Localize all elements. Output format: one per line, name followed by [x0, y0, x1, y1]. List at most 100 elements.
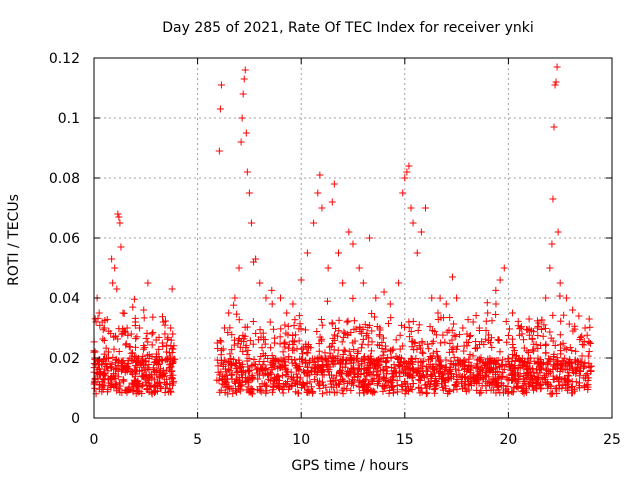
noise-point: [116, 388, 124, 396]
noise-point: [523, 347, 531, 355]
noise-point: [104, 367, 112, 375]
noise-point: [454, 342, 462, 350]
noise-point: [302, 359, 310, 367]
noise-point: [392, 352, 400, 360]
noise-point: [303, 388, 311, 396]
noise-point: [329, 358, 337, 366]
noise-point: [262, 381, 270, 389]
noise-point: [348, 364, 356, 372]
noise-point: [578, 332, 586, 340]
noise-point: [164, 388, 172, 396]
noise-point: [550, 376, 558, 384]
noise-point: [161, 330, 169, 338]
noise-point: [319, 378, 327, 386]
noise-point: [281, 321, 289, 329]
noise-point: [347, 386, 355, 394]
noise-point: [433, 347, 441, 355]
noise-point: [530, 328, 538, 336]
noise-point: [122, 340, 130, 348]
noise-point: [556, 331, 564, 339]
noise-point: [244, 363, 252, 371]
noise-point: [302, 326, 310, 334]
data-point: [136, 324, 144, 332]
x-tick-label: 0: [90, 432, 99, 448]
noise-point: [455, 356, 463, 364]
data-point: [148, 330, 156, 338]
noise-point: [486, 367, 494, 375]
noise-point: [376, 373, 384, 381]
data-point: [117, 243, 125, 251]
data-point: [163, 348, 171, 356]
noise-point: [452, 360, 460, 368]
noise-point: [347, 354, 355, 362]
noise-point: [258, 344, 266, 352]
noise-point: [508, 376, 516, 384]
noise-point: [313, 328, 321, 336]
noise-point: [112, 380, 120, 388]
noise-point: [395, 369, 403, 377]
noise-point: [278, 386, 286, 394]
data-point: [276, 294, 284, 302]
noise-point: [243, 357, 251, 365]
noise-point: [340, 346, 348, 354]
noise-point: [463, 338, 471, 346]
noise-point: [366, 380, 374, 388]
noise-point: [328, 383, 336, 391]
noise-point: [466, 331, 474, 339]
noise-point: [118, 330, 126, 338]
noise-point: [329, 378, 337, 386]
noise-point: [149, 313, 157, 321]
x-tick-label: 25: [603, 432, 621, 448]
data-point: [95, 309, 103, 317]
noise-point: [370, 374, 378, 382]
noise-point: [98, 360, 106, 368]
noise-point: [358, 340, 366, 348]
data-point: [310, 219, 318, 227]
noise-point: [432, 331, 440, 339]
noise-point: [403, 380, 411, 388]
data-point: [409, 219, 417, 227]
noise-point: [536, 369, 544, 377]
data-point: [231, 294, 239, 302]
noise-point: [159, 366, 167, 374]
noise-point: [534, 332, 542, 340]
noise-point: [91, 384, 99, 392]
noise-point: [435, 356, 443, 364]
noise-point: [107, 382, 115, 390]
data-point: [316, 171, 324, 179]
noise-point: [501, 387, 509, 395]
noise-point: [102, 359, 110, 367]
noise-point: [111, 375, 119, 383]
noise-point: [508, 335, 516, 343]
noise-point: [364, 386, 372, 394]
noise-point: [388, 346, 396, 354]
noise-point: [326, 349, 334, 357]
noise-point: [413, 345, 421, 353]
noise-point: [99, 326, 107, 334]
noise-point: [441, 365, 449, 373]
noise-point: [124, 331, 132, 339]
noise-point: [572, 347, 580, 355]
noise-point: [380, 334, 388, 342]
noise-point: [423, 340, 431, 348]
noise-point: [219, 345, 227, 353]
noise-point: [355, 361, 363, 369]
noise-point: [511, 347, 519, 355]
noise-point: [561, 376, 569, 384]
noise-point: [499, 372, 507, 380]
noise-point: [149, 329, 157, 337]
data-point: [252, 255, 260, 263]
data-point: [552, 78, 560, 86]
noise-point: [416, 376, 424, 384]
noise-point: [460, 357, 468, 365]
noise-point: [489, 375, 497, 383]
noise-point: [419, 349, 427, 357]
noise-point: [345, 378, 353, 386]
noise-point: [328, 319, 336, 327]
noise-point: [342, 370, 350, 378]
noise-point: [94, 357, 102, 365]
noise-point: [298, 350, 306, 358]
noise-point: [429, 337, 437, 345]
noise-point: [439, 331, 447, 339]
noise-point: [488, 381, 496, 389]
